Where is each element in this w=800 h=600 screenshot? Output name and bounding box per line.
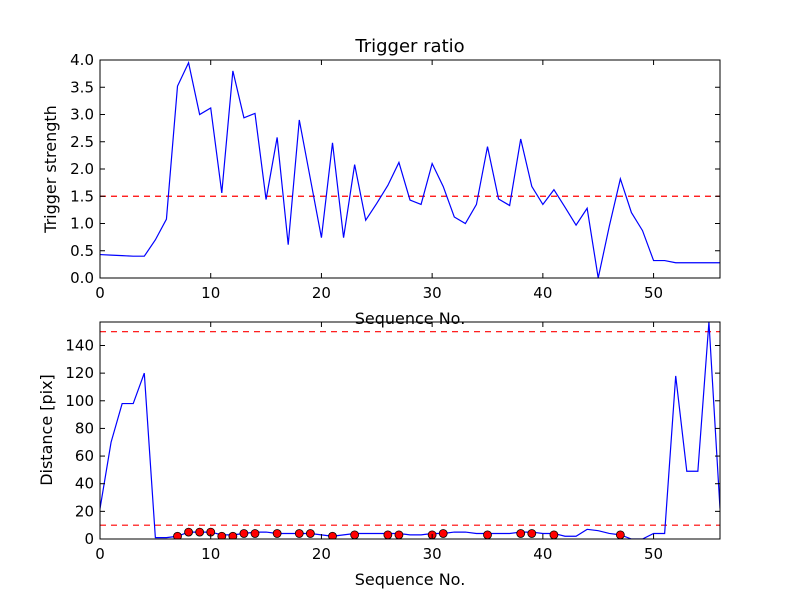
bottom-y-tick-label: 20 [75,502,94,520]
bottom-marker-point [294,529,304,538]
top-x-tick-label: 30 [423,284,442,302]
top-chart-title: Trigger ratio [354,36,464,57]
bottom-y-axis-label: Distance [pix] [37,374,56,486]
bottom-x-tick-label: 30 [423,545,442,563]
bottom-marker-point [483,530,492,539]
bottom-marker-point [527,529,537,538]
top-x-tick-label: 0 [95,284,105,302]
top-y-tick-label: 1.5 [70,187,94,205]
top-x-tick-label: 20 [312,284,331,302]
top-x-tick-label: 50 [644,284,663,302]
bottom-x-axis-label: Sequence No. [355,570,466,589]
top-y-tick-label: 0.0 [70,269,94,287]
bottom-marker-point [438,529,448,538]
top-series-layer [100,60,720,278]
bottom-y-tick-label: 120 [65,364,94,382]
bottom-marker-point [217,531,227,539]
bottom-marker-point [272,529,282,538]
bottom-marker-point [383,530,393,539]
bottom-x-tick-label: 20 [312,545,331,563]
bottom-marker-point [184,527,193,537]
bottom-x-tick-label: 40 [533,545,552,563]
bottom-x-tick-label: 10 [201,545,220,563]
top-y-axis-label: Trigger strength [41,105,60,234]
bottom-y-tick-label: 140 [65,336,94,354]
top-y-tick-label: 2.5 [70,133,94,151]
bottom-marker-point [173,531,182,539]
top-y-tick-label: 3.5 [70,78,94,96]
top-y-tick-label: 3.0 [70,106,94,124]
bottom-marker-point [328,531,337,539]
bottom-marker-point [549,530,559,539]
bottom-y-tick-label: 0 [84,530,94,548]
top-x-tick-label: 10 [201,284,220,302]
bottom-marker-point [228,531,238,539]
top-y-tick-label: 2.0 [70,160,94,178]
top-x-axis-label: Sequence No. [355,309,466,328]
bottom-y-tick-label: 80 [75,419,94,437]
bottom-marker-point [615,530,625,539]
bottom-x-tick-label: 0 [95,545,105,563]
bottom-marker-point [305,529,315,538]
bottom-y-tick-label: 60 [75,447,94,465]
top-chart: Trigger ratio 0 10 20 30 40 50 0.0 0.5 1.0 1.5 2.0… [41,36,721,328]
top-y-tick-label: 0.5 [70,242,94,260]
top-x-tick-label: 40 [533,284,552,302]
top-y-tick-label: 1.0 [70,215,94,233]
top-axis-layer: 0 10 20 30 40 50 0.0 0.5 1.0 1.5 2.0 2.5 3.0 3.5 4.0 [70,51,720,302]
bottom-marker-point [250,529,260,538]
bottom-y-tick-label: 100 [65,392,94,410]
top-series-line-0 [100,60,720,278]
bottom-chart: 0 10 20 30 40 50 0 20 40 60 80 100 120 140 Sequence N… [37,321,721,589]
top-y-tick-label: 4.0 [70,51,94,69]
top-plot-area [100,60,720,278]
bottom-series-layer [100,322,720,539]
bottom-y-tick-label: 40 [75,475,94,493]
bottom-x-tick-label: 50 [644,545,663,563]
bottom-marker-point [516,529,526,538]
bottom-marker-point [350,530,360,539]
bottom-axis-layer: 0 10 20 30 40 50 0 20 40 60 80 100 120 140 [65,322,720,563]
bottom-marker-point [195,527,205,537]
bottom-marker-point [239,529,249,538]
bottom-plot-area [100,322,720,539]
bottom-plot-frame [99,321,721,540]
bottom-marker-point [394,530,404,539]
